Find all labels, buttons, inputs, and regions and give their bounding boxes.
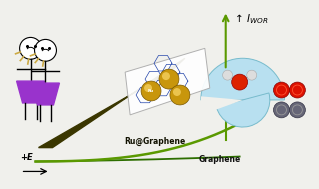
Polygon shape [17,81,45,103]
Text: $\uparrow\, I_{WOR}$: $\uparrow\, I_{WOR}$ [232,13,268,26]
Polygon shape [39,58,185,148]
Text: Ru: Ru [148,89,154,93]
Polygon shape [125,48,210,115]
Circle shape [159,69,179,89]
Wedge shape [201,96,243,114]
Wedge shape [216,93,270,127]
Circle shape [273,102,289,118]
Circle shape [173,88,181,96]
Circle shape [34,40,56,61]
Text: Graphene: Graphene [199,155,241,164]
Circle shape [289,82,305,98]
Circle shape [19,37,41,59]
Circle shape [162,72,170,80]
Text: +E: +E [21,153,33,162]
Text: Ru@Graphene: Ru@Graphene [124,137,186,146]
Circle shape [273,82,289,98]
Circle shape [247,70,257,80]
Circle shape [232,74,248,90]
Circle shape [144,84,152,92]
Wedge shape [201,58,285,100]
Polygon shape [32,83,59,105]
Circle shape [223,70,233,80]
Circle shape [170,85,190,105]
Circle shape [141,81,161,101]
Circle shape [289,102,305,118]
